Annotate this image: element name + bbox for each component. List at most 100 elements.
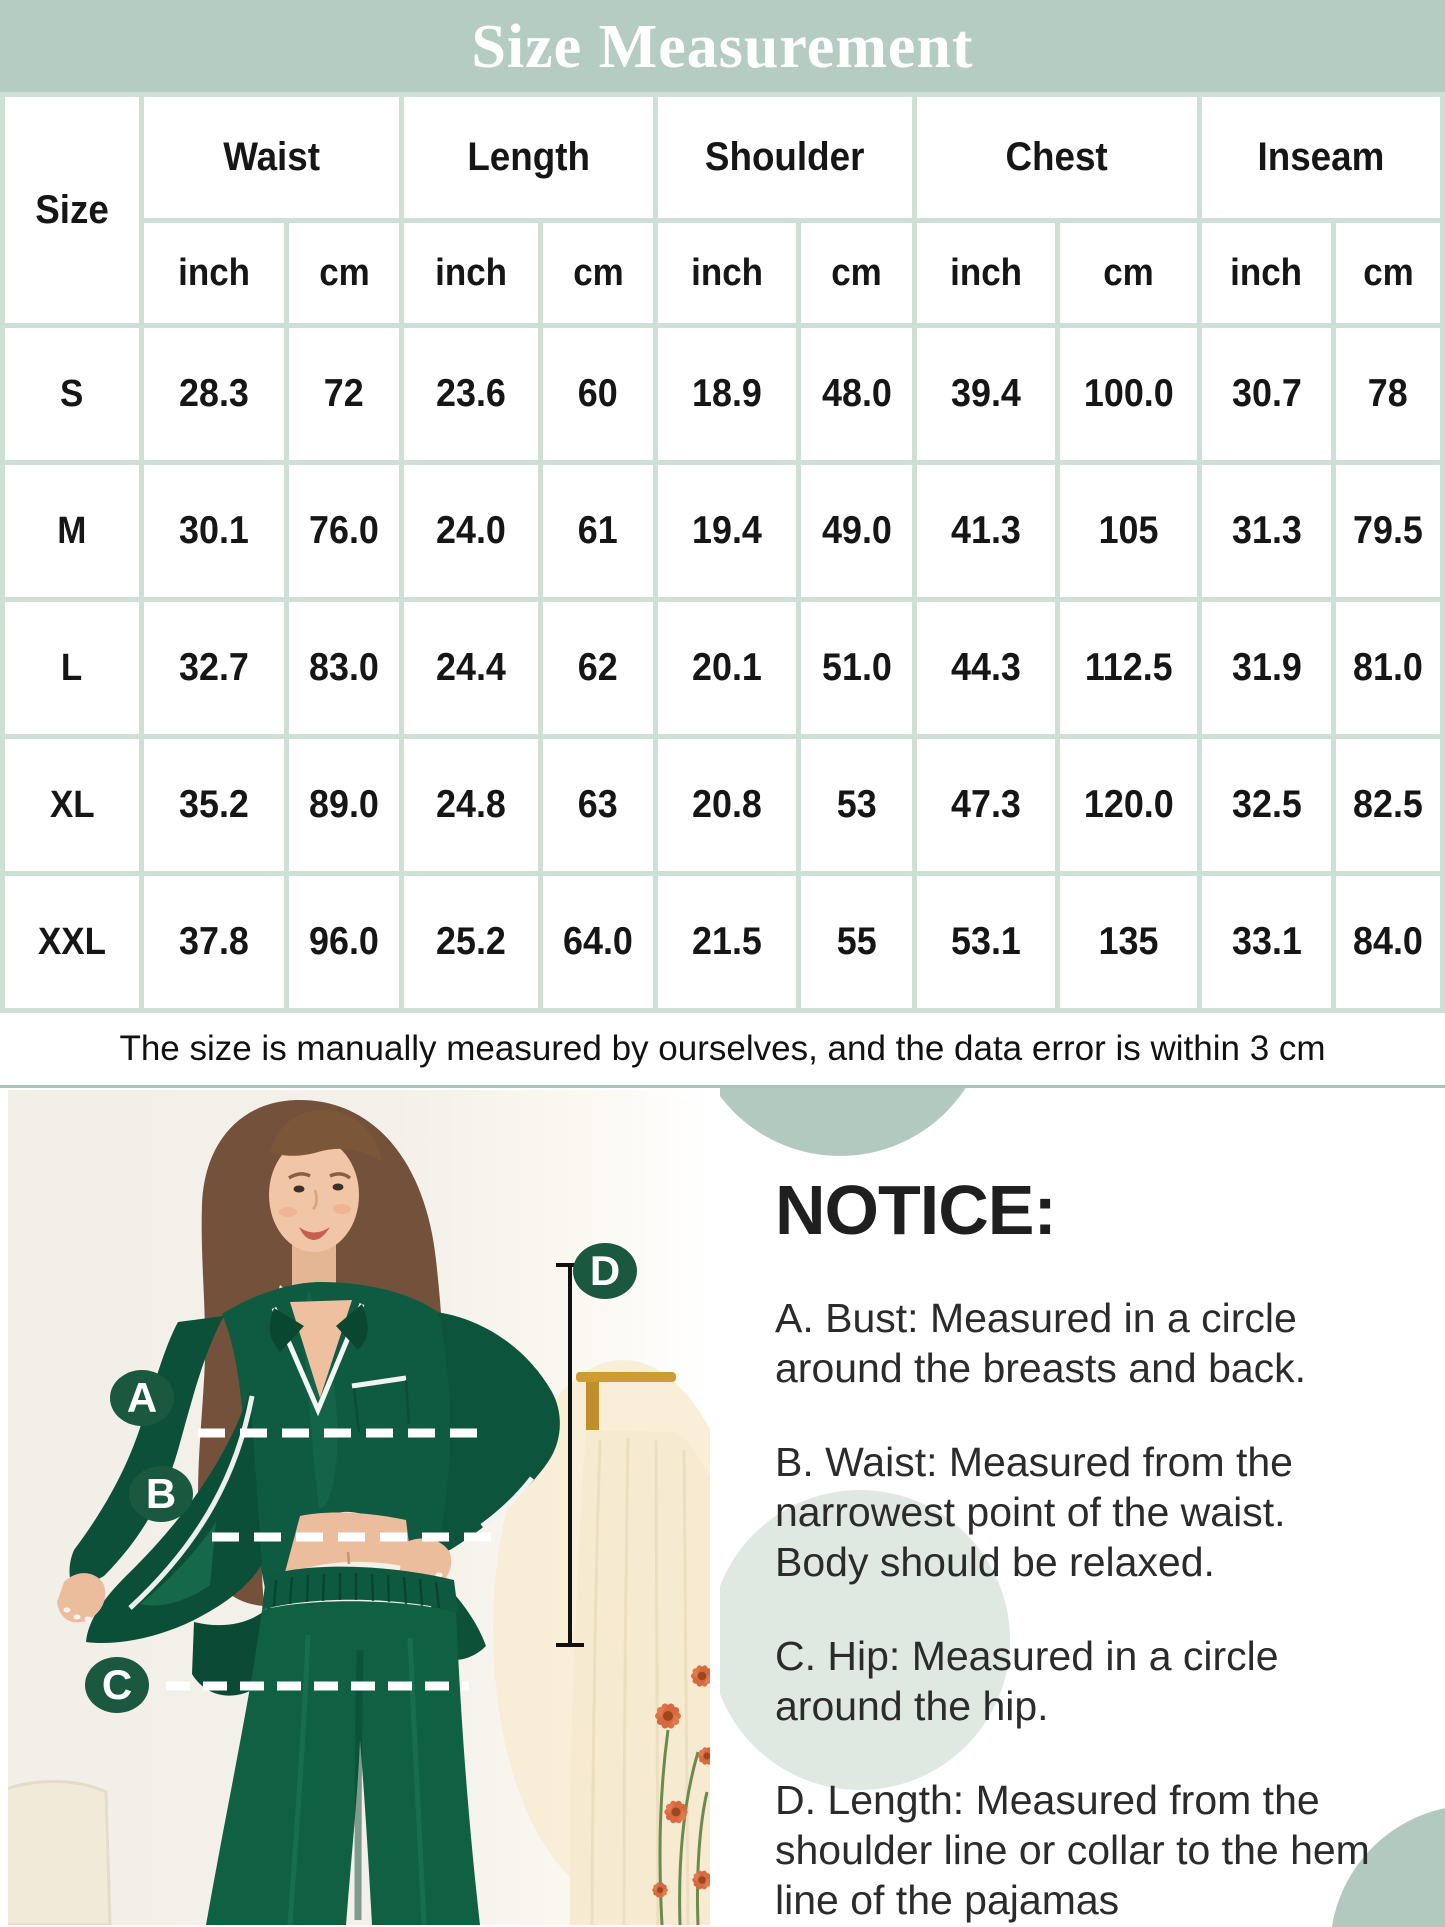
notice-items: A. Bust: Measured in a circle around the… xyxy=(775,1293,1435,1927)
unit-header-inch: inch xyxy=(658,223,797,323)
notice-panel: NOTICE: A. Bust: Measured in a circle ar… xyxy=(720,1088,1445,1927)
value-cell: 76.0 xyxy=(289,465,400,597)
navel xyxy=(346,1551,351,1565)
marker-c-label: C xyxy=(101,1661,133,1708)
marker-d: D xyxy=(573,1243,637,1299)
notice-item-waist: B. Waist: Measured from the narrowest po… xyxy=(775,1439,1293,1585)
col-header-chest: Chest xyxy=(917,97,1198,218)
value-cell: 105 xyxy=(1060,465,1198,597)
value-cell: 39.4 xyxy=(917,328,1056,460)
hair-fringe xyxy=(270,1110,382,1162)
size-cell: S xyxy=(5,328,139,460)
value-cell: 41.3 xyxy=(917,465,1056,597)
notice-heading: NOTICE: xyxy=(775,1171,1057,1249)
value-cell: 53 xyxy=(801,739,913,871)
neck xyxy=(292,1240,336,1288)
value-cell: 28.3 xyxy=(144,328,284,460)
value-cell: 23.6 xyxy=(404,328,539,460)
value-cell: 63 xyxy=(543,739,654,871)
table-row-l: L 32.7 83.0 24.4 62 20.1 51.0 44.3 112.5… xyxy=(5,602,1441,734)
marker-a-label: A xyxy=(126,1374,158,1421)
value-cell: 20.8 xyxy=(658,739,797,871)
unit-header-inch: inch xyxy=(917,223,1056,323)
midriff xyxy=(284,1512,412,1576)
marker-b-label: B xyxy=(145,1470,177,1517)
table-row-xl: XL 35.2 89.0 24.8 63 20.8 53 47.3 120.0 … xyxy=(5,739,1441,871)
face xyxy=(269,1110,382,1252)
value-cell: 100.0 xyxy=(1060,328,1198,460)
value-cell: 120.0 xyxy=(1060,739,1198,871)
value-cell: 72 xyxy=(289,328,400,460)
lips xyxy=(299,1227,330,1240)
value-cell: 44.3 xyxy=(917,602,1056,734)
bottom-section: A B C D NOTICE: A. Bust: Measured in a c… xyxy=(0,1088,1445,1927)
value-cell: 135 xyxy=(1060,876,1198,1008)
value-cell: 78 xyxy=(1336,328,1441,460)
left-hand xyxy=(57,1573,106,1623)
model-photo: A B C D xyxy=(8,1090,710,1925)
table-row-m: M 30.1 76.0 24.0 61 19.4 49.0 41.3 105 3… xyxy=(5,465,1441,597)
value-cell: 47.3 xyxy=(917,739,1056,871)
section-divider xyxy=(0,1085,1445,1088)
measurement-note-band: The size is manually measured by ourselv… xyxy=(0,1013,1445,1085)
value-cell: 37.8 xyxy=(144,876,284,1008)
value-cell: 31.9 xyxy=(1202,602,1332,734)
table-row-xxl: XXL 37.8 96.0 25.2 64.0 21.5 55 53.1 135… xyxy=(5,876,1441,1008)
size-cell: XL xyxy=(5,739,139,871)
measurement-note: The size is manually measured by ourselv… xyxy=(119,1029,1326,1068)
unit-header-inch: inch xyxy=(1202,223,1332,323)
value-cell: 24.8 xyxy=(404,739,539,871)
notice-item-length: D. Length: Measured from the shoulder li… xyxy=(775,1777,1370,1923)
value-cell: 81.0 xyxy=(1336,602,1441,734)
value-cell: 64.0 xyxy=(543,876,654,1008)
value-cell: 33.1 xyxy=(1202,876,1332,1008)
value-cell: 19.4 xyxy=(658,465,797,597)
value-cell: 55 xyxy=(801,876,913,1008)
value-cell: 21.5 xyxy=(658,876,797,1008)
marker-d-label: D xyxy=(589,1247,621,1294)
value-cell: 48.0 xyxy=(801,328,913,460)
col-header-length: Length xyxy=(404,97,654,218)
value-cell: 32.7 xyxy=(144,602,284,734)
value-cell: 24.0 xyxy=(404,465,539,597)
marker-c: C xyxy=(85,1657,149,1713)
value-cell: 84.0 xyxy=(1336,876,1441,1008)
size-table: Size Waist Length Shoulder Chest Inseam … xyxy=(0,92,1445,1013)
value-cell: 79.5 xyxy=(1336,465,1441,597)
decorative-circle-top xyxy=(720,1088,990,1156)
table-row-s: S 28.3 72 23.6 60 18.9 48.0 39.4 100.0 3… xyxy=(5,328,1441,460)
value-cell: 32.5 xyxy=(1202,739,1332,871)
value-cell: 53.1 xyxy=(917,876,1056,1008)
unit-header-cm: cm xyxy=(543,223,654,323)
value-cell: 60 xyxy=(543,328,654,460)
unit-header-inch: inch xyxy=(404,223,539,323)
decorative-circle-middle xyxy=(720,1490,1010,1790)
value-cell: 49.0 xyxy=(801,465,913,597)
col-header-shoulder: Shoulder xyxy=(658,97,913,218)
value-cell: 25.2 xyxy=(404,876,539,1008)
notice-item-hip: C. Hip: Measured in a circle around the … xyxy=(775,1633,1279,1729)
value-cell: 35.2 xyxy=(144,739,284,871)
value-cell: 82.5 xyxy=(1336,739,1441,871)
unit-header-cm: cm xyxy=(1336,223,1441,323)
model-photo-illustration xyxy=(8,1090,710,1925)
unit-header-cm: cm xyxy=(1060,223,1198,323)
flowers xyxy=(651,1663,710,1925)
value-cell: 62 xyxy=(543,602,654,734)
size-cell: L xyxy=(5,602,139,734)
couch xyxy=(8,1780,112,1925)
unit-header-inch: inch xyxy=(144,223,284,323)
value-cell: 96.0 xyxy=(289,876,400,1008)
value-cell: 89.0 xyxy=(289,739,400,871)
value-cell: 31.3 xyxy=(1202,465,1332,597)
gold-lamp xyxy=(570,1372,710,1925)
measure-lines xyxy=(166,1263,584,1691)
marker-a: A xyxy=(110,1370,174,1426)
value-cell: 51.0 xyxy=(801,602,913,734)
value-cell: 18.9 xyxy=(658,328,797,460)
value-cell: 61 xyxy=(543,465,654,597)
marker-b: B xyxy=(129,1466,193,1522)
value-cell: 20.1 xyxy=(658,602,797,734)
size-cell: XXL xyxy=(5,876,139,1008)
